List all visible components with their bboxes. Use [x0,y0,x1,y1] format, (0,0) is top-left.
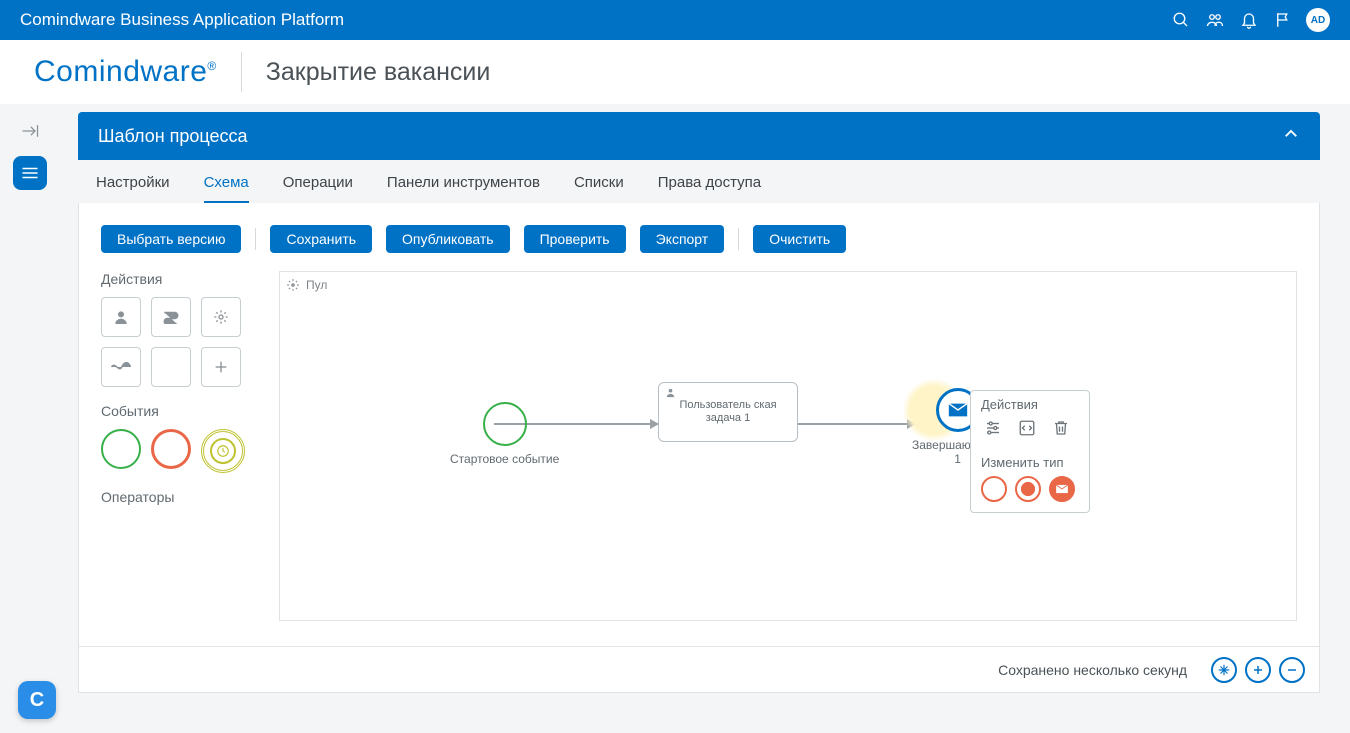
palette-group-events: События [101,403,261,419]
ctx-code-icon[interactable] [1015,416,1039,440]
ctx-change-type-title: Изменить тип [981,455,1079,470]
validate-button[interactable]: Проверить [524,225,626,253]
tab-settings[interactable]: Настройки [96,174,170,203]
tab-bar: Настройки Схема Операции Панели инструме… [78,160,1320,203]
toolbar-sep [255,228,256,250]
user-avatar[interactable]: AD [1306,8,1330,32]
panel-header: Шаблон процесса [78,112,1320,160]
work-area: Выбрать версию Сохранить Опубликовать Пр… [78,203,1320,693]
palette-start-event-icon[interactable] [101,429,141,469]
bell-icon[interactable] [1232,3,1266,37]
ctx-actions-title: Действия [981,397,1079,412]
zoom-in-icon[interactable] [1245,657,1271,683]
brand-row: Comindware® Закрытие вакансии [0,40,1350,104]
people-icon[interactable] [1198,3,1232,37]
save-status: Сохранено несколько секунд [998,662,1187,678]
start-event-node[interactable]: Стартовое событие [450,402,559,466]
user-task-label: Пользователь ская задача 1 [665,399,791,425]
collapse-panel-icon[interactable] [1282,125,1300,148]
comindware-badge-icon[interactable]: C [18,681,56,719]
publish-button[interactable]: Опубликовать [386,225,510,253]
page-title: Закрытие вакансии [266,58,491,87]
clear-button[interactable]: Очистить [753,225,846,253]
tab-toolbars[interactable]: Панели инструментов [387,174,540,203]
panel-title: Шаблон процесса [98,126,248,147]
brand-logo-text: Comindware [34,55,207,88]
user-icon [665,387,676,401]
pool-header[interactable]: Пул [286,278,327,292]
brand-reg: ® [207,59,216,73]
tab-lists[interactable]: Списки [574,174,624,203]
pool-label: Пул [306,278,327,292]
palette-add-icon[interactable] [201,347,241,387]
palette-service-task-icon[interactable] [201,297,241,337]
app-title: Comindware Business Application Platform [20,10,344,30]
ctx-type-plain-icon[interactable] [981,476,1007,502]
ctx-delete-icon[interactable] [1049,416,1073,440]
palette-subprocess-icon[interactable] [101,347,141,387]
palette-end-event-icon[interactable] [151,429,191,469]
palette-user-task-icon[interactable] [101,297,141,337]
context-popup: Действия Изменить тип [970,390,1090,513]
palette-group-operators: Операторы [101,489,261,505]
tab-operations[interactable]: Операции [283,174,353,203]
search-icon[interactable] [1164,3,1198,37]
palette: Действия [101,271,261,621]
zoom-out-icon[interactable] [1279,657,1305,683]
palette-empty-task-icon[interactable] [151,347,191,387]
menu-button[interactable] [13,156,47,190]
tab-schema[interactable]: Схема [204,174,249,203]
toolbar: Выбрать версию Сохранить Опубликовать Пр… [101,225,1297,253]
ctx-type-terminate-icon[interactable] [1015,476,1041,502]
flag-icon[interactable] [1266,3,1300,37]
ctx-settings-icon[interactable] [981,416,1005,440]
edge-task-to-end[interactable] [798,423,915,425]
editor-footer: Сохранено несколько секунд [79,646,1319,692]
export-button[interactable]: Экспорт [640,225,725,253]
save-button[interactable]: Сохранить [270,225,372,253]
brand-separator [241,52,242,92]
top-bar: Comindware Business Application Platform… [0,0,1350,40]
palette-timer-event-icon[interactable] [201,429,245,473]
select-version-button[interactable]: Выбрать версию [101,225,241,253]
palette-script-task-icon[interactable] [151,297,191,337]
editor: Действия [101,271,1297,621]
ctx-type-message-icon[interactable] [1049,476,1075,502]
main-panel: Шаблон процесса Настройки Схема Операции… [78,112,1320,693]
toolbar-sep [738,228,739,250]
palette-group-actions: Действия [101,271,261,287]
fit-view-icon[interactable] [1211,657,1237,683]
start-event-label: Стартовое событие [450,452,559,466]
brand-logo: Comindware® [34,55,217,89]
tab-permissions[interactable]: Права доступа [658,174,761,203]
left-rail [0,104,60,190]
diagram-canvas[interactable]: Пул Стартовое событие Пользователь ская … [279,271,1297,621]
user-task-node[interactable]: Пользователь ская задача 1 [658,382,798,442]
collapse-sidebar-icon[interactable] [14,118,46,144]
